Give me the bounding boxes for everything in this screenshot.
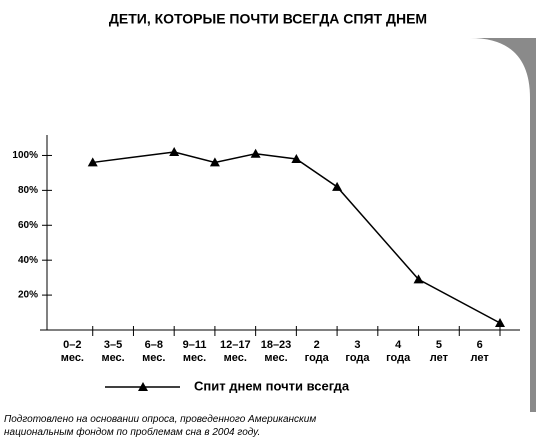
legend-marker bbox=[138, 382, 148, 391]
marker bbox=[291, 153, 302, 163]
marker bbox=[250, 148, 261, 158]
x-tick-label: 9–11 bbox=[183, 339, 207, 351]
y-tick-label: 20% bbox=[18, 290, 38, 301]
x-tick-label: 0–2 bbox=[63, 339, 81, 351]
chart-title: ДЕТИ, КОТОРЫЕ ПОЧТИ ВСЕГДА СПЯТ ДНЕМ bbox=[109, 11, 427, 27]
x-tick-label: 3 bbox=[354, 339, 360, 351]
note-box: Подготовлено на основании опроса, провед… bbox=[4, 414, 317, 438]
marker bbox=[87, 157, 98, 167]
note: Подготовлено на основании опроса, провед… bbox=[4, 414, 317, 438]
title-bar bbox=[0, 0, 536, 38]
x-tick-label: 4 bbox=[395, 339, 402, 351]
marker bbox=[495, 318, 505, 328]
x-tick-label: 2 bbox=[314, 339, 320, 351]
y-tick-label: 100% bbox=[12, 150, 38, 161]
y-tick-label: 60% bbox=[18, 220, 38, 231]
x-tick-label: 6–8 bbox=[145, 339, 163, 351]
x-tick-label: мес. bbox=[101, 352, 124, 364]
x-tick-label: 12–17 bbox=[220, 339, 251, 351]
y-tick-label: 80% bbox=[18, 185, 38, 196]
x-tick-label: 6 bbox=[477, 339, 483, 351]
marker bbox=[209, 157, 220, 167]
x-tick-label: года bbox=[305, 352, 330, 364]
x-tick-label: мес. bbox=[142, 352, 165, 364]
x-tick-label: мес. bbox=[61, 352, 84, 364]
x-tick-label: мес. bbox=[264, 352, 287, 364]
legend-label: Спит днем почти всегда bbox=[194, 378, 350, 393]
marker bbox=[332, 181, 343, 191]
x-tick-label: 5 bbox=[436, 339, 442, 351]
x-tick-label: лет bbox=[471, 352, 490, 364]
y-tick-label: 40% bbox=[18, 255, 38, 266]
x-tick-label: 18–23 bbox=[261, 339, 292, 351]
x-tick-label: мес. bbox=[224, 352, 247, 364]
marker bbox=[169, 146, 180, 156]
x-tick-label: года bbox=[345, 352, 370, 364]
x-tick-label: 3–5 bbox=[104, 339, 122, 351]
note-bar bbox=[0, 412, 536, 443]
x-tick-label: лет bbox=[430, 352, 449, 364]
panel bbox=[0, 38, 530, 412]
marker bbox=[413, 274, 424, 284]
x-tick-label: мес. bbox=[183, 352, 206, 364]
line bbox=[92, 151, 501, 324]
x-tick-label: года bbox=[386, 352, 411, 364]
